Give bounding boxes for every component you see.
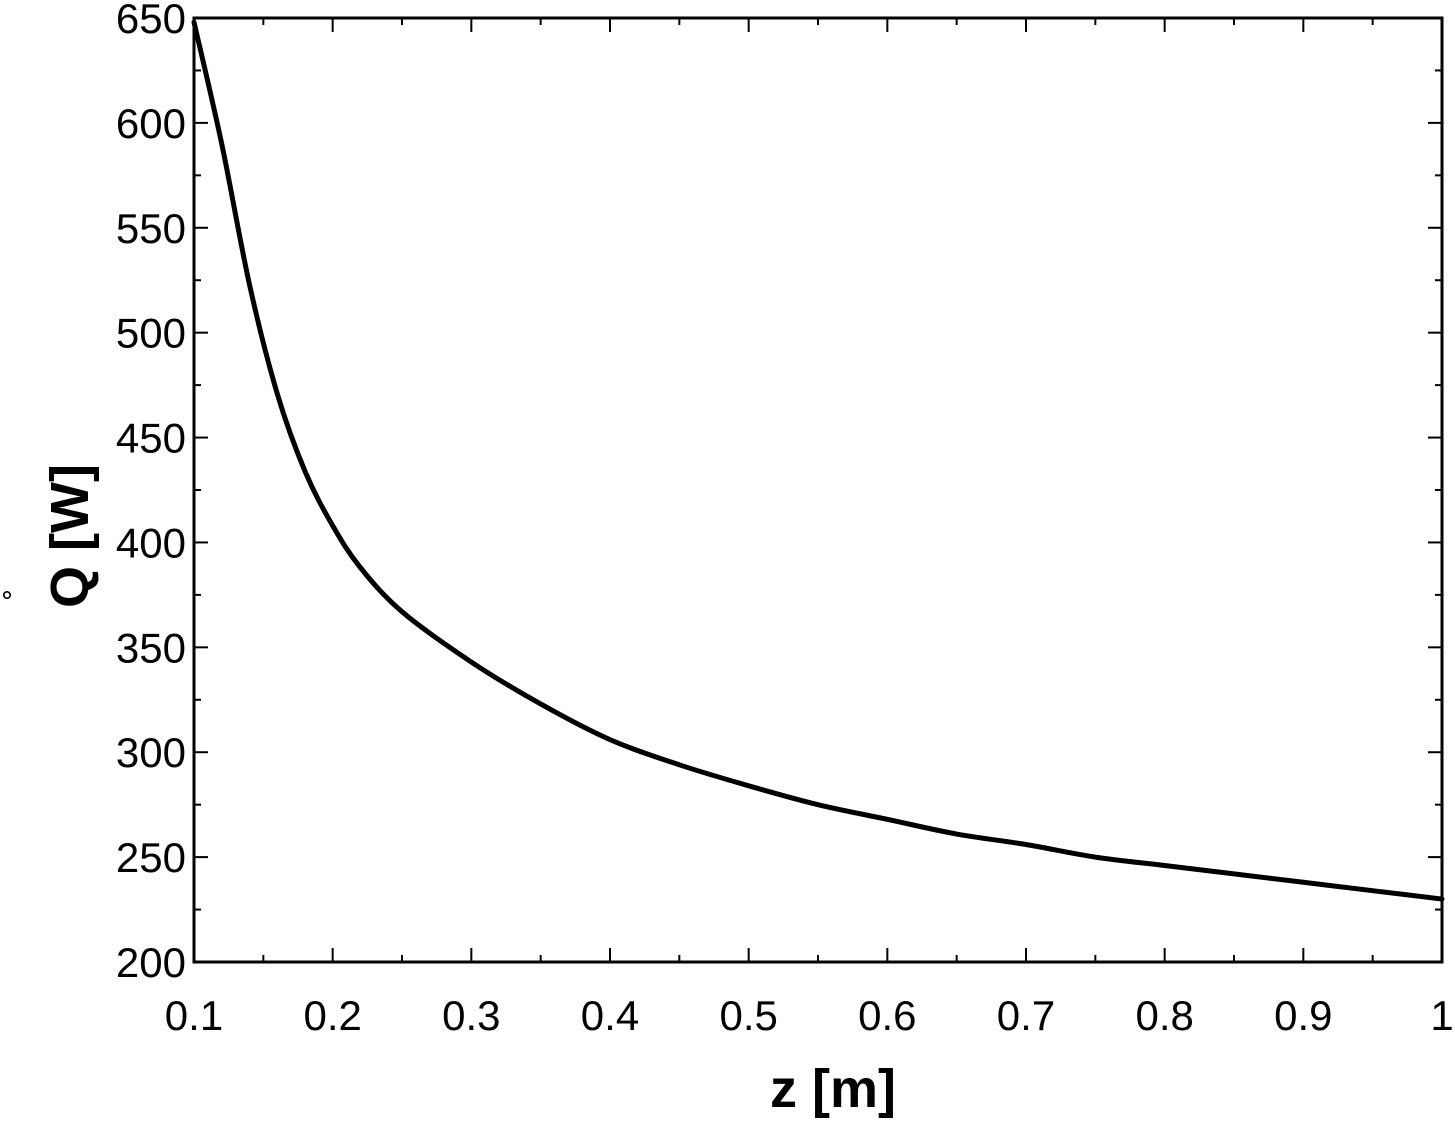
x-axis-title: z [m]: [770, 1059, 896, 1119]
y-tick-label: 300: [116, 729, 186, 776]
x-tick-label: 0.7: [997, 992, 1055, 1039]
y-tick-label: 200: [116, 939, 186, 986]
major-ticks: [193, 17, 1443, 963]
x-tick-label: 0.3: [442, 992, 500, 1039]
y-tick-label: 450: [116, 415, 186, 462]
y-axis-title-accent: °: [1, 587, 14, 617]
y-tick-labels: 200 250 300 350 400 450 500 550 600 650: [116, 0, 186, 986]
y-tick-label: 350: [116, 624, 186, 671]
x-tick-label: 0.9: [1274, 992, 1332, 1039]
x-tick-label: 0.6: [858, 992, 916, 1039]
x-tick-labels: 0.1 0.2 0.3 0.4 0.5 0.6 0.7 0.8 0.9 1: [165, 992, 1454, 1039]
x-tick-label: 0.4: [581, 992, 639, 1039]
y-axis-title-group: Q [W]: [40, 464, 100, 608]
x-tick-label: 1: [1430, 992, 1453, 1039]
y-tick-label: 550: [116, 205, 186, 252]
y-tick-label: 600: [116, 100, 186, 147]
y-tick-label: 400: [116, 519, 186, 566]
y-axis-title: Q [W]: [40, 464, 100, 608]
x-tick-label: 0.5: [719, 992, 777, 1039]
series-line: [191, 19, 1445, 902]
x-tick-label: 0.2: [303, 992, 361, 1039]
y-tick-label: 500: [116, 310, 186, 357]
minor-ticks: [194, 18, 1442, 962]
x-tick-label: 0.1: [165, 992, 223, 1039]
y-tick-label: 250: [116, 834, 186, 881]
y-tick-label: 650: [116, 0, 186, 42]
x-tick-label: 0.8: [1135, 992, 1193, 1039]
plot-frame: [192, 16, 1444, 964]
